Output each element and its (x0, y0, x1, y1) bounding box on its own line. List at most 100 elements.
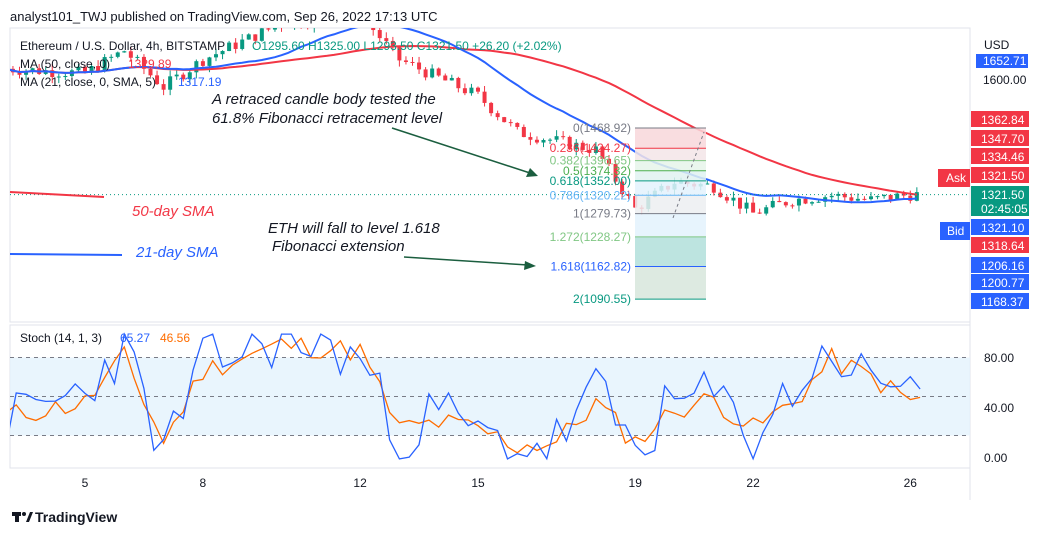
candle (259, 28, 264, 42)
stoch-d-value: 46.56 (160, 331, 190, 345)
high-price-tag (976, 54, 1028, 68)
stoch-k-value: 65.27 (120, 331, 150, 345)
high-price-text: 1652.71 (983, 54, 1027, 68)
candle (515, 122, 520, 130)
stoch-tick-40: 40.00 (984, 401, 1014, 415)
candle (705, 180, 710, 185)
price-label-text: 1347.70 (981, 132, 1025, 146)
candle (882, 194, 887, 199)
candle (76, 63, 81, 72)
candle (508, 119, 513, 127)
time-tick-26: 26 (904, 476, 918, 490)
price-axis[interactable]: USD 1652.71 1600.00 1362.84 1347.70 1334.4… (971, 38, 1029, 309)
candle (227, 40, 232, 52)
fib-level-label: 1.272(1228.27) (550, 230, 631, 244)
arrow-extension (403, 256, 529, 266)
candle (607, 154, 611, 166)
candle (528, 132, 533, 146)
candle (534, 136, 539, 145)
candle (403, 56, 408, 65)
price-label-text: 02:45:05 (981, 202, 1028, 216)
candle (115, 51, 120, 59)
ma21-legend: MA (21, close, 0, SMA, 5) (20, 75, 156, 89)
candle (417, 56, 422, 74)
note-extension-line1: ETH will fall to level 1.618 (268, 220, 440, 237)
time-axis[interactable]: 5 8 12 15 19 22 26 (82, 476, 918, 490)
candle (281, 28, 282, 32)
candle (220, 50, 225, 60)
candle (102, 54, 107, 73)
main-pane[interactable] (9, 27, 971, 323)
ma50-legend-value: 1329.89 (128, 57, 172, 71)
candle (128, 46, 133, 62)
time-tick-12: 12 (353, 476, 367, 490)
candle (521, 124, 526, 138)
stoch-axis: 80.00 40.00 0.00 (984, 351, 1014, 465)
candle (313, 28, 315, 33)
fib-zone (635, 127, 706, 149)
currency-label: USD (984, 38, 1010, 52)
sma21-sample-line (9, 253, 123, 256)
note-extension-line2: Fibonacci extension (272, 238, 405, 255)
candle (4, 65, 8, 70)
candle (430, 64, 435, 79)
fib-level-label: 0.382(1396.65) (550, 154, 631, 168)
price-label-tag (971, 186, 1029, 216)
candle (462, 83, 467, 96)
candle (495, 110, 500, 121)
tradingview-logo[interactable]: TradingView (12, 509, 117, 525)
fib-level-label: 0.786(1320.22) (550, 188, 631, 202)
candle (390, 36, 395, 52)
symbol-title: Ethereum / U.S. Dollar, 4h, BITSTAMP (20, 39, 225, 53)
arrow-retrace-head (526, 168, 538, 177)
time-tick-19: 19 (629, 476, 643, 490)
candle (377, 28, 382, 43)
candle (56, 73, 61, 84)
candle (862, 196, 867, 201)
candle (469, 83, 474, 96)
fib-level-label: 0.5(1374.32) (563, 164, 631, 178)
candle (738, 197, 742, 214)
candle (554, 130, 559, 143)
price-label-tag (971, 130, 1029, 146)
candle (561, 131, 566, 140)
ask-label: Ask (946, 171, 967, 185)
candle (574, 139, 579, 156)
ask-tag[interactable]: Ask (938, 169, 970, 187)
candle (397, 45, 402, 67)
ma21-legend-value: 1317.19 (178, 75, 222, 89)
candle (593, 141, 598, 155)
fib-zone (635, 213, 706, 237)
candle (174, 70, 179, 80)
candle (307, 28, 309, 30)
fib-zone (635, 266, 706, 300)
fib-tool[interactable]: 0(1468.92)0.236(1424.27)0.382(1396.65)0.… (550, 121, 706, 306)
candle (744, 197, 749, 214)
sma21-label: 21-day SMA (135, 244, 219, 261)
fib-zone (635, 195, 706, 214)
candle (449, 74, 454, 81)
candle (796, 195, 801, 212)
candle (502, 116, 507, 123)
time-tick-15: 15 (471, 476, 485, 490)
candle (96, 60, 101, 73)
price-label-text: 1318.64 (981, 239, 1025, 253)
time-tick-5: 5 (82, 476, 89, 490)
price-label-tag (971, 257, 1029, 273)
price-label-tag (971, 274, 1029, 290)
candle (718, 188, 723, 198)
candle (384, 32, 389, 45)
annotations: A retraced candle body tested the 61.8% … (9, 91, 538, 270)
candle (436, 67, 441, 77)
price-label-tag (971, 167, 1029, 183)
candle (246, 33, 251, 40)
candle (548, 138, 553, 145)
fib-zone (635, 148, 706, 161)
candle (482, 86, 487, 107)
candle (443, 73, 448, 81)
candle (168, 70, 173, 96)
sma50-sample-line (9, 191, 105, 198)
candle (266, 28, 271, 32)
bid-tag[interactable]: Bid (940, 222, 970, 240)
